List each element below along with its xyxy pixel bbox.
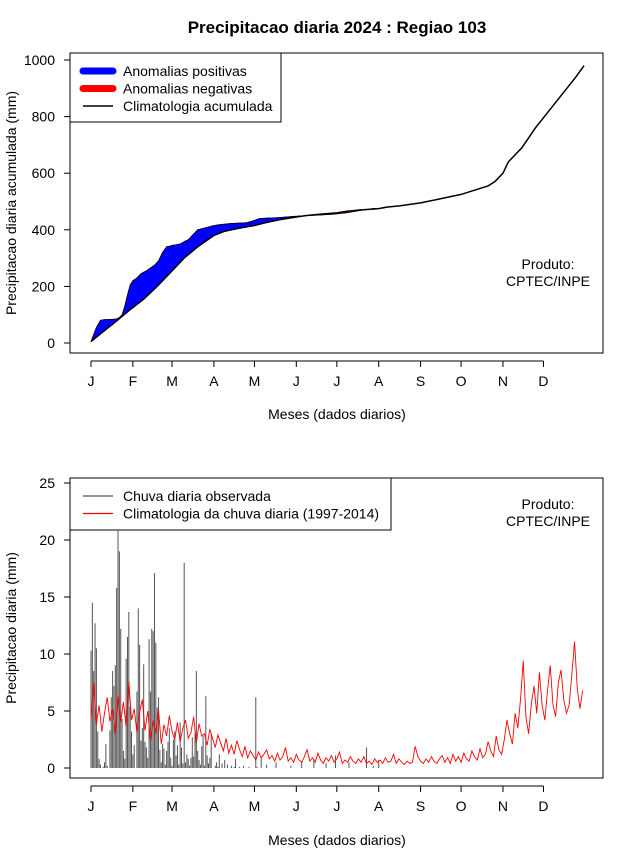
climatology-daily-line (90, 641, 584, 766)
top-ytick-label: 400 (32, 222, 56, 238)
product-label-bottom: Produto: (522, 496, 575, 512)
top-ytick-label: 1000 (24, 52, 55, 68)
legend-label-observed: Chuva diaria observada (123, 488, 271, 504)
top-xtick-label: N (498, 373, 508, 389)
top-ytick-label: 800 (32, 109, 56, 125)
top-xtick-label: M (166, 373, 178, 389)
top-xtick-label: O (456, 373, 467, 389)
top-ytick-label: 0 (47, 335, 55, 351)
y-axis-bottom: 0 5 10 15 20 25 (39, 475, 70, 776)
y-axis-label-bottom: Precipitacao diaria (mm) (3, 552, 19, 704)
legend-label-negative: Anomalias negativas (123, 81, 252, 97)
bottom-xtick-label: J (293, 798, 300, 814)
bottom-xtick-label: J (88, 798, 95, 814)
bottom-ytick-label: 20 (39, 532, 55, 548)
top-xtick-label: J (333, 373, 340, 389)
bottom-xtick-label: M (166, 798, 178, 814)
legend-top: Anomalias positivas Anomalias negativas … (69, 52, 282, 123)
bottom-xtick-label: A (209, 798, 219, 814)
bottom-xtick-label: M (249, 798, 261, 814)
legend-label-clim-daily: Climatologia da chuva diaria (1997-2014) (123, 506, 379, 522)
cumulative-chart: 0 200 400 600 800 1000 J F M A M J J A S O N D Precipita… (3, 52, 604, 422)
bottom-ytick-label: 15 (39, 589, 55, 605)
bottom-xtick-label: S (416, 798, 425, 814)
top-xtick-label: A (374, 373, 384, 389)
bottom-xtick-label: N (498, 798, 508, 814)
bottom-xtick-label: J (333, 798, 340, 814)
plot-frame-top (69, 52, 604, 354)
chart-title: Precipitacao diaria 2024 : Regiao 103 (188, 18, 487, 37)
x-axis-label-bottom: Meses (dados diarios) (268, 832, 406, 848)
bottom-xtick-label: O (456, 798, 467, 814)
y-axis-top: 0 200 400 600 800 1000 (24, 52, 70, 351)
top-xtick-label: J (88, 373, 95, 389)
top-ytick-label: 600 (32, 165, 56, 181)
daily-chart: 0 5 10 15 20 25 J F M A M J J A S O N D Precipitacao dia… (3, 475, 604, 848)
product-source-bottom: CPTEC/INPE (506, 513, 590, 529)
top-xtick-label: M (249, 373, 261, 389)
bottom-ytick-label: 25 (39, 475, 55, 491)
observed-cumulative-outline (90, 207, 379, 342)
top-xtick-label: D (538, 373, 548, 389)
legend-label-positive: Anomalias positivas (123, 63, 247, 79)
bottom-ytick-label: 5 (47, 703, 55, 719)
bottom-xtick-label: A (374, 798, 384, 814)
top-xtick-label: A (209, 373, 219, 389)
top-xtick-label: S (416, 373, 425, 389)
y-axis-label-top: Precipitacao diaria acumulada (mm) (3, 91, 19, 315)
observed-bars (90, 530, 380, 768)
top-xtick-label: F (129, 373, 138, 389)
legend-box-bottom (69, 477, 392, 531)
bottom-xtick-label: D (538, 798, 548, 814)
legend-label-climatology: Climatologia acumulada (123, 98, 273, 114)
top-xtick-label: J (293, 373, 300, 389)
product-label-top: Produto: (522, 256, 575, 272)
x-axis-label-top: Meses (dados diarios) (268, 406, 406, 422)
anomaly-areas (90, 207, 380, 343)
bottom-xtick-label: F (129, 798, 138, 814)
top-ytick-label: 200 (32, 278, 56, 294)
legend-bottom: Chuva diaria observada Climatologia da c… (69, 477, 392, 531)
bottom-ytick-label: 0 (47, 760, 55, 776)
product-source-top: CPTEC/INPE (506, 273, 590, 289)
climatology-line (90, 65, 585, 343)
bottom-ytick-label: 10 (39, 646, 55, 662)
